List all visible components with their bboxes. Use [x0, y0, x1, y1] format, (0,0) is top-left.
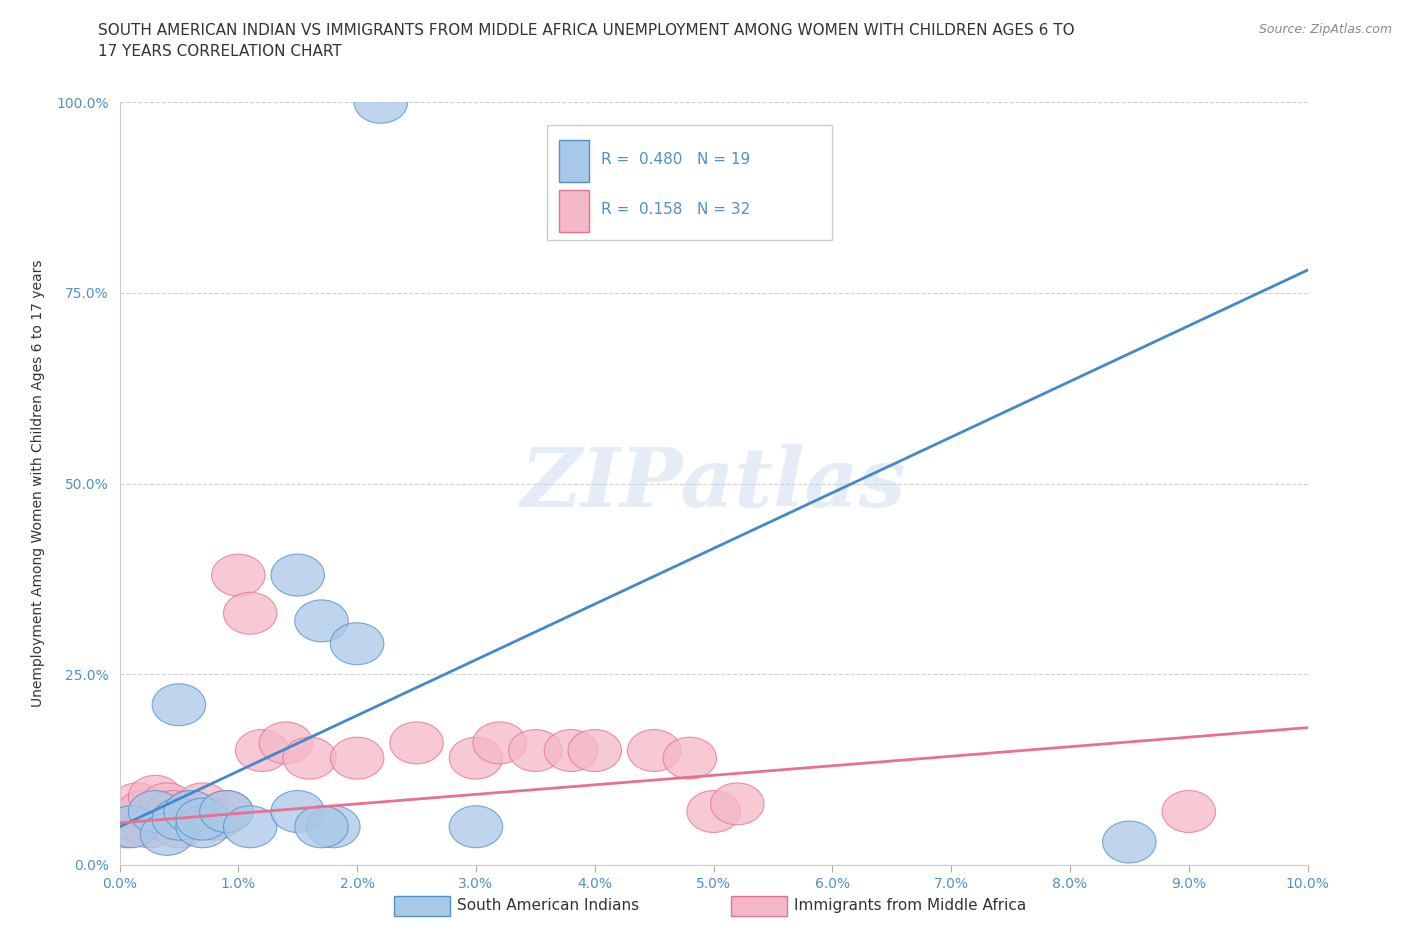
- Ellipse shape: [128, 790, 181, 832]
- Ellipse shape: [295, 600, 349, 642]
- Ellipse shape: [200, 790, 253, 832]
- FancyBboxPatch shape: [560, 140, 589, 182]
- Ellipse shape: [211, 554, 266, 596]
- Ellipse shape: [104, 798, 157, 840]
- Ellipse shape: [472, 722, 526, 764]
- Ellipse shape: [152, 684, 205, 725]
- Ellipse shape: [235, 729, 288, 772]
- Ellipse shape: [283, 737, 336, 779]
- Y-axis label: Unemployment Among Women with Children Ages 6 to 17 years: Unemployment Among Women with Children A…: [31, 259, 45, 708]
- Ellipse shape: [354, 81, 408, 124]
- Ellipse shape: [176, 798, 229, 840]
- Ellipse shape: [98, 805, 152, 848]
- Ellipse shape: [141, 783, 194, 825]
- Ellipse shape: [307, 805, 360, 848]
- Text: ZIPatlas: ZIPatlas: [520, 444, 907, 524]
- Ellipse shape: [176, 805, 229, 848]
- Text: R =  0.480   N = 19: R = 0.480 N = 19: [600, 152, 749, 167]
- Ellipse shape: [128, 776, 181, 817]
- Ellipse shape: [165, 790, 218, 832]
- Ellipse shape: [135, 798, 188, 840]
- Ellipse shape: [122, 805, 176, 848]
- Ellipse shape: [686, 790, 741, 832]
- Ellipse shape: [1102, 821, 1156, 863]
- Ellipse shape: [509, 729, 562, 772]
- Ellipse shape: [449, 737, 503, 779]
- Ellipse shape: [117, 790, 170, 832]
- Ellipse shape: [146, 790, 200, 832]
- Ellipse shape: [259, 722, 312, 764]
- FancyBboxPatch shape: [560, 190, 589, 232]
- Ellipse shape: [200, 790, 253, 832]
- Ellipse shape: [152, 798, 205, 840]
- Ellipse shape: [544, 729, 598, 772]
- Ellipse shape: [1161, 790, 1216, 832]
- Text: Immigrants from Middle Africa: Immigrants from Middle Africa: [794, 898, 1026, 913]
- Text: SOUTH AMERICAN INDIAN VS IMMIGRANTS FROM MIDDLE AFRICA UNEMPLOYMENT AMONG WOMEN : SOUTH AMERICAN INDIAN VS IMMIGRANTS FROM…: [98, 23, 1076, 60]
- Ellipse shape: [568, 729, 621, 772]
- Ellipse shape: [627, 729, 681, 772]
- Text: Source: ZipAtlas.com: Source: ZipAtlas.com: [1258, 23, 1392, 36]
- Ellipse shape: [165, 790, 218, 832]
- Ellipse shape: [152, 805, 205, 848]
- Ellipse shape: [157, 798, 211, 840]
- Ellipse shape: [389, 722, 443, 764]
- Ellipse shape: [710, 783, 763, 825]
- Ellipse shape: [271, 554, 325, 596]
- Ellipse shape: [104, 805, 157, 848]
- Ellipse shape: [141, 814, 194, 856]
- Ellipse shape: [224, 592, 277, 634]
- Ellipse shape: [176, 783, 229, 825]
- Ellipse shape: [111, 783, 165, 825]
- Ellipse shape: [224, 805, 277, 848]
- FancyBboxPatch shape: [547, 126, 832, 240]
- Ellipse shape: [271, 790, 325, 832]
- Ellipse shape: [295, 805, 349, 848]
- Ellipse shape: [330, 623, 384, 665]
- Ellipse shape: [449, 805, 503, 848]
- Text: South American Indians: South American Indians: [457, 898, 640, 913]
- Ellipse shape: [330, 737, 384, 779]
- Text: R =  0.158   N = 32: R = 0.158 N = 32: [600, 202, 749, 217]
- Ellipse shape: [188, 798, 242, 840]
- Ellipse shape: [664, 737, 717, 779]
